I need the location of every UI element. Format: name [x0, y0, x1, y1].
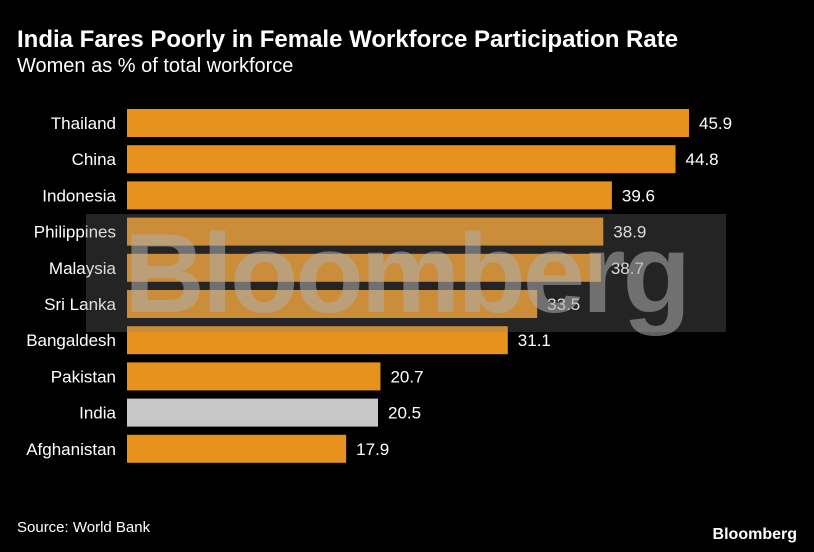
category-label: Malaysia: [49, 259, 117, 278]
bar-malaysia: [127, 253, 601, 282]
bar-indonesia: [127, 181, 612, 210]
value-label: 20.5: [388, 404, 421, 423]
bar-philippines: [127, 217, 604, 246]
category-label: Bangaldesh: [26, 331, 116, 350]
bar-india: [127, 398, 379, 427]
value-label: 45.9: [699, 114, 732, 133]
value-label: 38.9: [613, 223, 646, 242]
category-label: Sri Lanka: [44, 295, 116, 314]
category-label: Pakistan: [51, 367, 116, 386]
chart-title: India Fares Poorly in Female Workforce P…: [17, 26, 679, 53]
category-label: India: [79, 404, 116, 423]
bar-thailand: [127, 109, 689, 137]
source-note: Source: World Bank: [17, 519, 151, 536]
bar-pakistan: [127, 362, 381, 391]
value-label: 17.9: [356, 440, 389, 459]
bar-afghanistan: [127, 434, 347, 463]
brand-logo: Bloomberg: [712, 526, 797, 543]
category-label: Thailand: [51, 114, 116, 133]
value-label: 20.7: [390, 367, 423, 386]
bar-china: [127, 145, 676, 174]
category-label: Philippines: [34, 223, 116, 242]
value-label: 38.7: [611, 259, 644, 278]
value-label: 39.6: [622, 186, 655, 205]
chart-subtitle: Women as % of total workforce: [17, 55, 294, 77]
category-label: Afghanistan: [26, 440, 116, 459]
value-label: 44.8: [686, 150, 719, 169]
bar-sri-lanka: [127, 290, 538, 318]
value-label: 31.1: [518, 331, 551, 350]
value-label: 33.5: [547, 295, 580, 314]
category-label: China: [72, 150, 117, 169]
category-label: Indonesia: [42, 186, 116, 205]
bar-bangaldesh: [127, 326, 508, 355]
